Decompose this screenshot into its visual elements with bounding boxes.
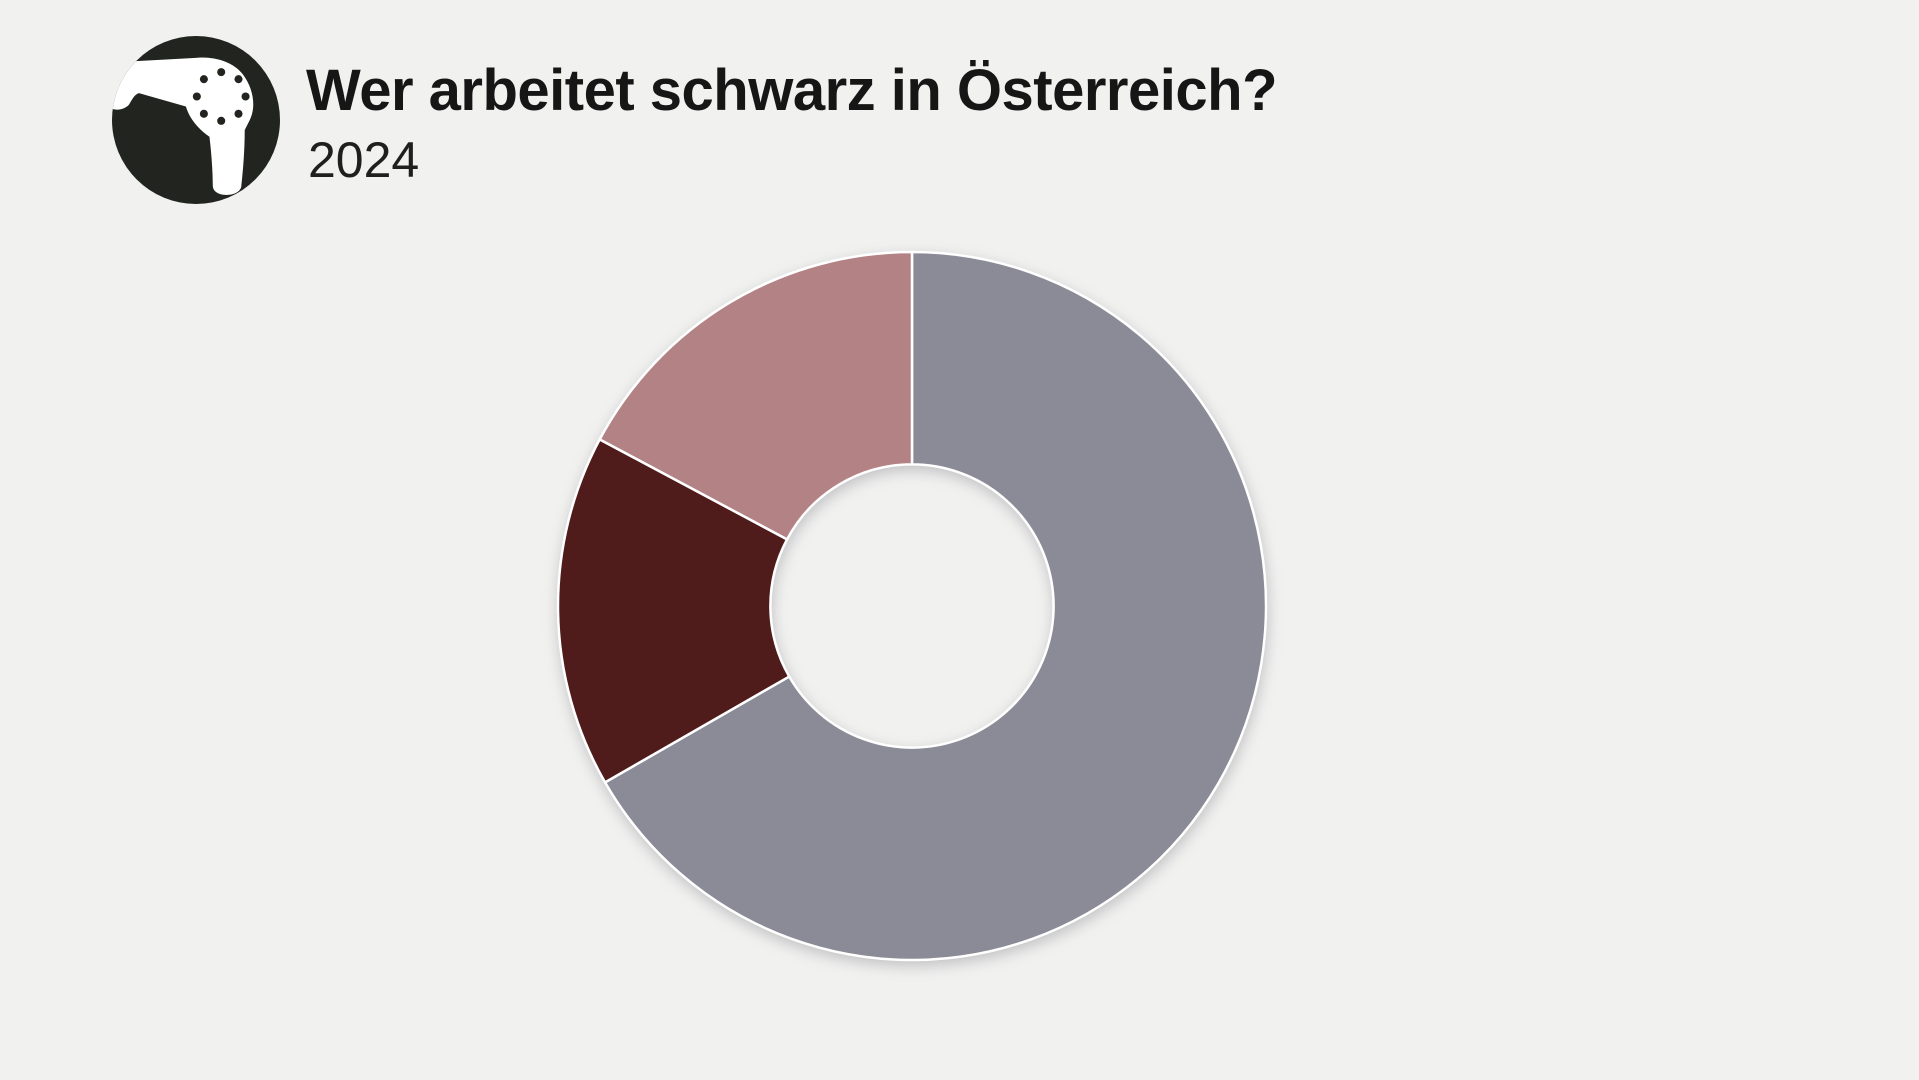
chart-title: Wer arbeitet schwarz in Österreich? xyxy=(306,58,1278,123)
hairdryer-shape xyxy=(112,57,254,195)
donut-slice-2 xyxy=(556,438,791,784)
donut-chart xyxy=(556,250,1268,962)
donut-chart-container xyxy=(550,244,1274,968)
brand-logo xyxy=(112,36,280,204)
chart-subtitle: 2024 xyxy=(308,132,420,188)
hairdryer-vent-dots xyxy=(192,68,250,125)
hairdryer-logo-icon xyxy=(112,36,280,204)
donut-slice-3 xyxy=(598,250,914,541)
donut-slice-1 xyxy=(603,250,1268,962)
